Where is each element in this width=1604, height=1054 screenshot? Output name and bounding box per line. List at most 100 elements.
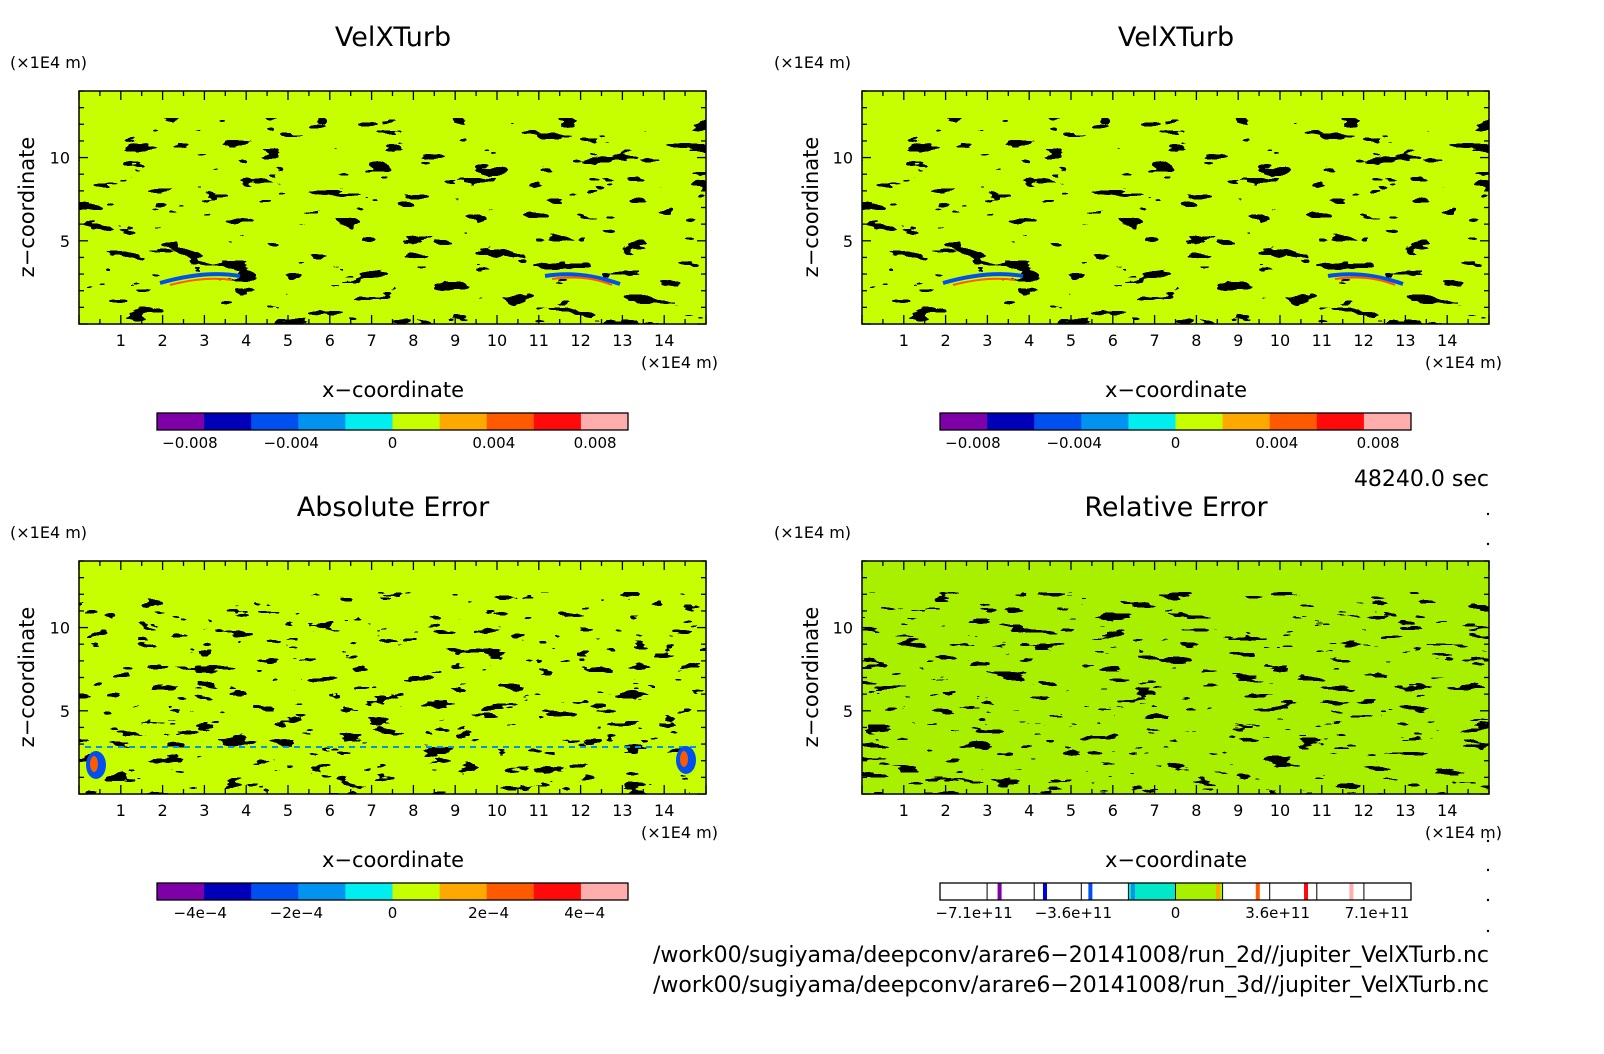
time-label: 48240.0 sec: [1354, 467, 1489, 492]
colorbar-swatch: [1128, 413, 1176, 430]
colorbar-swatch: [251, 883, 299, 900]
colorbar-swatch: [157, 413, 205, 430]
x-tick-label: 5: [1066, 331, 1076, 350]
y-unit-label: (×1E4 m): [10, 53, 87, 72]
x-tick-label: 7: [367, 801, 377, 820]
heatmap-area: [862, 561, 1489, 794]
colorbar-tick-label: 0.008: [1357, 434, 1400, 452]
colorbar-marker: [997, 883, 1002, 900]
x-tick-label: 11: [1312, 801, 1332, 820]
x-tick-label: 14: [654, 801, 674, 820]
x-tick-label: 8: [1191, 331, 1201, 350]
y-tick-label: 10: [50, 619, 70, 638]
y-axis-ticks: 5 10: [833, 560, 1489, 795]
y-axis-ticks: 5 10: [50, 90, 706, 325]
colorbar-tick-label: 0: [1171, 904, 1181, 922]
colorbar-marker: [1216, 883, 1221, 900]
colorbar-marker: [1130, 883, 1135, 900]
x-tick-label: 10: [487, 331, 507, 350]
colorbar-swatch: [1034, 413, 1082, 430]
panel-title: VelXTurb: [1118, 22, 1234, 53]
x-tick-label: 14: [1437, 801, 1457, 820]
colorbar-tick-label: 0.008: [574, 434, 617, 452]
x-tick-label: 12: [1353, 331, 1373, 350]
colorbar-swatch: [439, 883, 488, 900]
x-tick-label: 14: [654, 331, 674, 350]
colorbar-swatch: [1363, 883, 1412, 900]
colorbar-frame: [939, 882, 1412, 901]
y-axis-label: z−coordinate: [15, 607, 39, 748]
colorbar-marker: [1088, 883, 1093, 900]
colorbar-tick-label: −0.004: [263, 434, 319, 452]
y-tick-label: 10: [50, 149, 70, 168]
colorbar-tick-label: 0: [388, 904, 398, 922]
colorbar-tick-label: 2e−4: [468, 904, 509, 922]
x-tick-label: 9: [450, 331, 460, 350]
x-unit-label: (×1E4 m): [641, 823, 718, 842]
field-feature: [1327, 272, 1404, 286]
y-tick-label: 5: [843, 232, 853, 251]
colorbar-swatch: [1316, 413, 1365, 430]
colorbar-swatch: [1175, 883, 1224, 900]
x-axis-label: x−coordinate: [1105, 378, 1247, 402]
colorbar: −0.008 −0.004 0 0.004 0.008: [939, 412, 1412, 452]
x-tick-label: 2: [941, 801, 951, 820]
colorbar-swatch: [204, 413, 252, 430]
file-path-2d: /work00/sugiyama/deepconv/arare6−2014100…: [653, 943, 1489, 968]
y-unit-label: (×1E4 m): [774, 53, 851, 72]
x-tick-label: 2: [158, 801, 168, 820]
x-unit-label: (×1E4 m): [1425, 353, 1502, 372]
colorbar-swatch: [298, 883, 346, 900]
colorbar-swatch: [345, 883, 393, 900]
x-tick-label: 9: [1233, 331, 1243, 350]
y-axis-label: z−coordinate: [799, 607, 823, 748]
x-tick-label: 1: [899, 801, 909, 820]
colorbar-swatch: [1269, 413, 1318, 430]
panel-absolute-error: Absolute Error (×1E4 m) 1 2 3 4 5 6 7 8 9 10 11 12 1…: [10, 492, 718, 922]
x-tick-label: 5: [1066, 801, 1076, 820]
x-axis-ticks: 1 2 3 4 5 6 7 8 9 10 11 12 13 14: [78, 91, 707, 350]
heatmap-area: [79, 561, 706, 794]
x-axis-ticks: 1 2 3 4 5 6 7 8 9 10 11 12 13 14: [861, 561, 1490, 820]
x-tick-label: 11: [529, 801, 549, 820]
x-tick-label: 2: [158, 331, 168, 350]
heatmap-area: [862, 91, 1489, 324]
colorbar-swatch: [1128, 883, 1176, 900]
colorbar-tick-label: −7.1e+11: [935, 904, 1012, 922]
x-tick-label: 13: [612, 331, 632, 350]
colorbar-swatch: [486, 883, 535, 900]
panel-velxturb-3d: VelXTurb (×1E4 m) 1 2 3 4 5 6 7 8 9 10 11 12 13 14 51…: [774, 22, 1502, 452]
y-axis-ticks: 5 10: [833, 90, 1489, 325]
colorbar-tick-label: 0.004: [1255, 434, 1298, 452]
heatmap-area: [79, 91, 706, 324]
colorbar: −0.008 −0.004 0 0.004 0.008: [156, 412, 629, 452]
colorbar-swatch: [345, 413, 393, 430]
y-tick-label: 5: [843, 702, 853, 721]
colorbar-swatch: [580, 413, 629, 430]
x-tick-label: 11: [529, 331, 549, 350]
x-axis-label: x−coordinate: [322, 378, 464, 402]
colorbar-swatch: [204, 883, 252, 900]
x-axis-label: x−coordinate: [1105, 848, 1247, 872]
x-tick-label: 7: [1150, 801, 1160, 820]
colorbar-tick-label: 7.1e+11: [1345, 904, 1410, 922]
x-tick-label: 11: [1312, 331, 1332, 350]
y-axis-label: z−coordinate: [15, 137, 39, 278]
panel-title: Absolute Error: [297, 492, 490, 523]
colorbar-swatch: [439, 413, 488, 430]
y-tick-label: 10: [833, 149, 853, 168]
x-tick-label: 13: [1395, 801, 1415, 820]
field-pattern: [79, 118, 706, 324]
colorbar-swatch: [1316, 883, 1365, 900]
y-unit-label: (×1E4 m): [774, 523, 851, 542]
x-tick-label: 13: [1395, 331, 1415, 350]
colorbar-tick-label: 0: [388, 434, 398, 452]
colorbar-swatch: [1081, 883, 1129, 900]
colorbar-swatch: [392, 413, 441, 430]
x-axis-label: x−coordinate: [322, 848, 464, 872]
colorbar-swatch: [987, 883, 1035, 900]
colorbar-tick-label: 0: [1171, 434, 1181, 452]
x-tick-label: 3: [982, 801, 992, 820]
y-axis-ticks: 5 10: [50, 560, 706, 795]
